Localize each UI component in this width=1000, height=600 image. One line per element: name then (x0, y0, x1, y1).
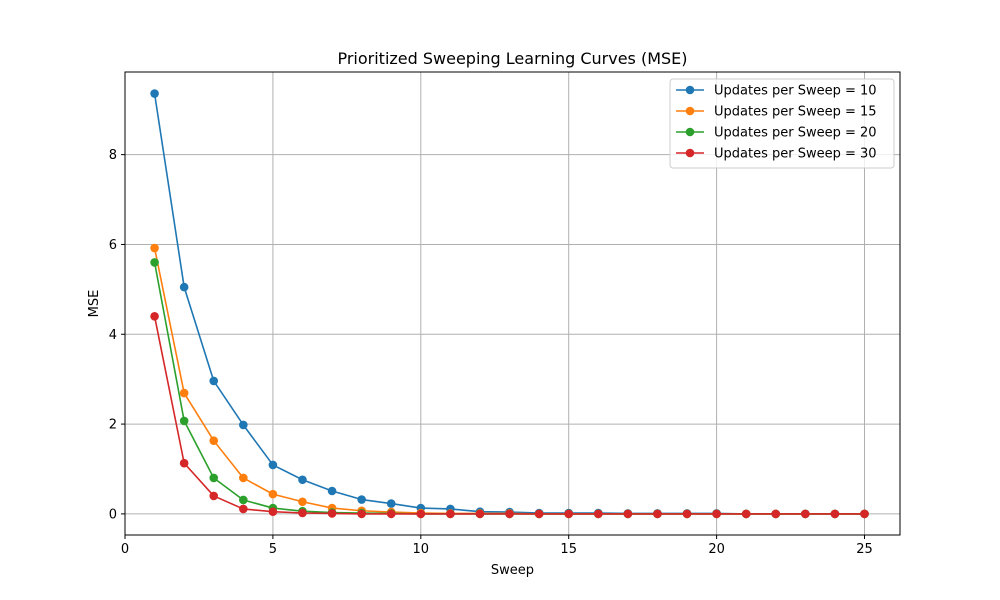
data-point (209, 473, 219, 483)
data-point (416, 509, 426, 519)
data-point (327, 486, 337, 496)
legend-item: Updates per Sweep = 10 (676, 84, 877, 99)
data-point (209, 436, 219, 445)
plot-frame (124, 71, 901, 536)
x-tick-label: 10 (413, 542, 430, 557)
data-point (593, 509, 603, 519)
data-point (505, 509, 514, 519)
data-point (239, 420, 248, 430)
legend-item: Updates per Sweep = 20 (676, 126, 877, 141)
data-point (150, 89, 159, 98)
y-axis-label: MSE (87, 290, 102, 318)
legend-label: Updates per Sweep = 20 (714, 126, 877, 141)
data-point (179, 388, 189, 398)
data-point (298, 497, 307, 507)
series-4 (150, 311, 869, 519)
x-axis-label: Sweep (491, 563, 534, 578)
data-point (653, 509, 662, 519)
data-point (386, 509, 396, 519)
data-point (209, 491, 219, 501)
data-point (357, 509, 366, 519)
data-point (623, 509, 633, 519)
data-point (150, 243, 159, 253)
data-point (564, 509, 574, 519)
data-point (712, 509, 721, 519)
ticks: 0 5 10 15 20 25 0 2 4 6 8 (109, 148, 873, 557)
data-point (682, 509, 692, 519)
legend-marker (685, 127, 695, 137)
x-tick-label: 25 (856, 542, 873, 557)
legend-item: Updates per Sweep = 30 (676, 147, 877, 162)
x-tick-label: 0 (121, 542, 129, 557)
data-point (179, 458, 189, 468)
data-point (239, 504, 248, 514)
data-point (446, 509, 455, 519)
legend-label: Updates per Sweep = 15 (714, 105, 877, 120)
data-point (771, 509, 781, 519)
data-point (475, 509, 485, 519)
y-tick-label: 8 (109, 148, 117, 163)
data-point (239, 473, 248, 483)
legend-box (669, 78, 895, 169)
data-point (209, 376, 219, 386)
data-point (268, 460, 278, 470)
y-tick-label: 2 (109, 418, 117, 433)
data-point (298, 475, 307, 485)
y-tick-label: 4 (109, 328, 117, 343)
data-point (534, 509, 544, 519)
legend-marker (685, 106, 695, 116)
data-point (239, 495, 248, 505)
legend-label: Updates per Sweep = 30 (714, 147, 877, 162)
data-point (386, 499, 396, 508)
data-point (801, 509, 810, 519)
data-point (150, 258, 159, 267)
x-tick-label: 15 (560, 542, 577, 557)
x-tick-label: 20 (708, 542, 725, 557)
data-point (298, 508, 307, 518)
data-point (150, 311, 159, 321)
legend-label: Updates per Sweep = 10 (714, 84, 877, 99)
legend: Updates per Sweep = 10 Updates per Sweep … (669, 78, 895, 169)
data-point (327, 509, 337, 518)
y-tick-label: 0 (109, 507, 117, 522)
chart-title: Prioritized Sweeping Learning Curves (MS… (337, 49, 687, 68)
series-layer (150, 89, 869, 519)
data-point (830, 509, 840, 519)
data-point (357, 495, 366, 504)
data-point (268, 489, 278, 499)
data-point (179, 282, 189, 292)
data-point (268, 507, 278, 516)
data-point (860, 509, 869, 519)
data-point (741, 509, 751, 519)
legend-item: Updates per Sweep = 15 (676, 105, 877, 120)
data-point (179, 416, 189, 426)
legend-marker (685, 85, 695, 95)
legend-marker (685, 148, 695, 158)
x-tick-label: 5 (269, 542, 277, 557)
y-tick-label: 6 (109, 238, 117, 253)
